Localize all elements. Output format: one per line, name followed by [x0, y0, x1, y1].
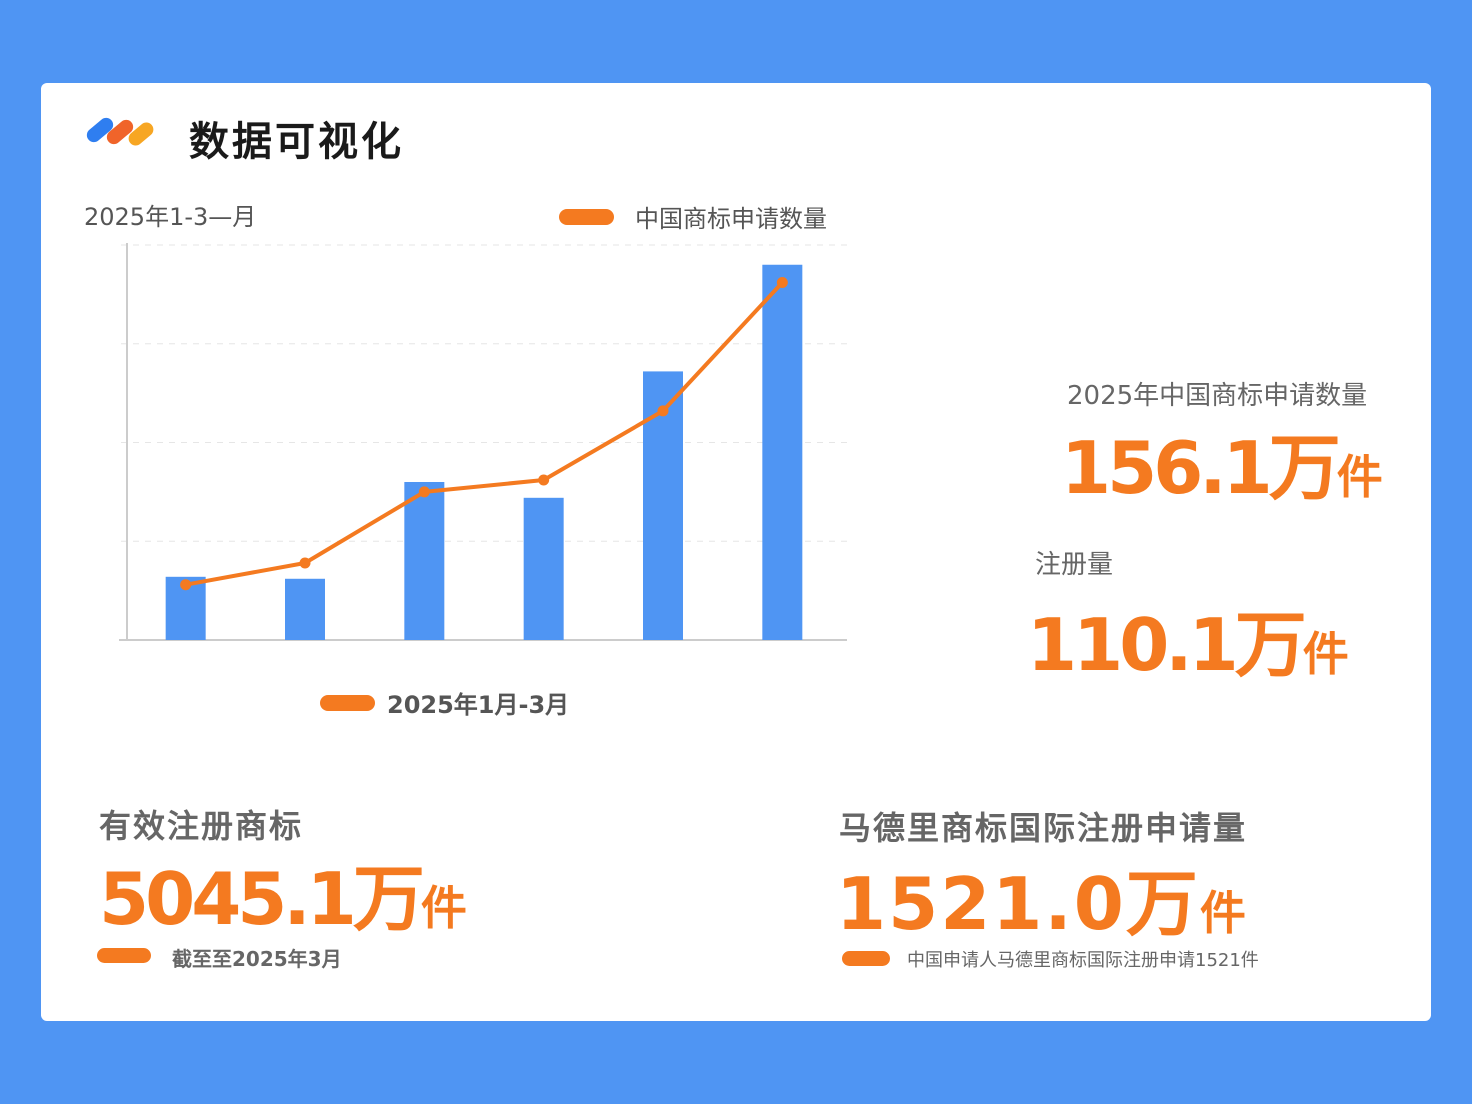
line-point-1: [180, 579, 192, 591]
madrid-label: 马德里商标国际注册申请量: [839, 809, 1248, 847]
legend-bottom-swatch: [320, 695, 375, 711]
bar-6: [762, 264, 803, 640]
dashboard-card: 数据可视化 2025年1-3—月 中国商标申请数量 2025年1月-3月 202…: [41, 83, 1431, 1021]
line-point-3: [418, 486, 430, 498]
valid-unit: 件: [420, 881, 467, 935]
bar-4: [523, 497, 564, 640]
bar-3: [404, 482, 445, 640]
registrations-number: 110.1万: [1027, 603, 1307, 687]
applications-unit: 件: [1336, 450, 1383, 504]
logo-icon: [86, 117, 154, 146]
registrations-value: 110.1万件: [1027, 586, 1349, 691]
legend-top-label: 中国商标申请数量: [635, 205, 827, 233]
valid-label: 有效注册商标: [99, 807, 304, 845]
madrid-note: 中国申请人马德里商标国际注册申请1521件: [907, 950, 1259, 971]
valid-number: 5045.1万: [99, 857, 425, 941]
madrid-value: 1521.0万件: [836, 845, 1246, 950]
madrid-unit: 件: [1199, 886, 1246, 940]
registrations-unit: 件: [1302, 627, 1349, 681]
madrid-number: 1521.0万: [836, 862, 1200, 946]
applications-label: 2025年中国商标申请数量: [1067, 381, 1368, 411]
valid-value: 5045.1万件: [99, 840, 467, 945]
line-point-2: [299, 557, 311, 569]
line-point-5: [657, 405, 669, 417]
bar-line-chart: 2025年1-3—月 中国商标申请数量 2025年1月-3月: [84, 203, 847, 719]
bar-2: [285, 578, 325, 640]
chart-period-label: 2025年1-3—月: [84, 203, 256, 231]
registrations-label: 注册量: [1035, 550, 1114, 580]
valid-note-marker: [97, 948, 151, 963]
line-point-4: [538, 474, 550, 486]
line-point-6: [776, 277, 788, 289]
legend-top-swatch: [559, 209, 614, 225]
page-title: 数据可视化: [189, 119, 404, 165]
applications-value: 156.1万件: [1061, 409, 1383, 514]
applications-number: 156.1万: [1061, 426, 1341, 510]
valid-note: 截至至2025年3月: [172, 947, 342, 971]
madrid-note-marker: [842, 951, 890, 966]
legend-bottom-label: 2025年1月-3月: [387, 691, 569, 719]
trend-line: [185, 281, 784, 587]
